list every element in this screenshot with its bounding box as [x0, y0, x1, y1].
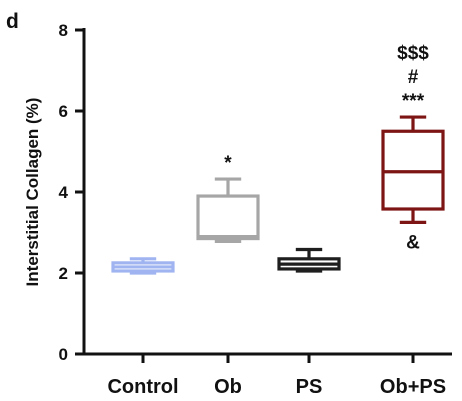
box-iqr: [196, 194, 260, 241]
significance-mark: *: [224, 153, 232, 174]
x-tick-label: Ob+PS: [380, 376, 446, 398]
significance-annotations: ****#$$$&: [224, 43, 429, 253]
panel-label: d: [6, 10, 19, 33]
box-ps: [277, 247, 341, 273]
significance-mark: ***: [402, 91, 425, 112]
x-tick-label: PS: [296, 376, 323, 398]
box-ob-ps: [381, 115, 445, 224]
significance-mark: #: [408, 67, 419, 88]
y-tick-label: 6: [59, 102, 68, 121]
x-tick-label: Control: [107, 376, 178, 398]
y-tick-label: 4: [59, 183, 69, 202]
y-tick-label: 8: [59, 21, 68, 40]
significance-mark: $$$: [397, 43, 429, 64]
box-ob: [196, 177, 260, 244]
x-axis: Control Ob PS Ob+PS: [82, 352, 452, 398]
y-tick-label: 2: [59, 264, 68, 283]
y-tick-label: 0: [59, 345, 68, 364]
box-iqr: [381, 129, 445, 211]
y-axis-label: Interstitial Collagen (%): [23, 98, 42, 287]
box-series: [111, 115, 445, 275]
significance-mark: &: [406, 232, 420, 253]
box-control: [111, 257, 175, 275]
x-tick-label: Ob: [214, 376, 242, 398]
y-axis: 0 2 4 6 8: [59, 21, 86, 364]
